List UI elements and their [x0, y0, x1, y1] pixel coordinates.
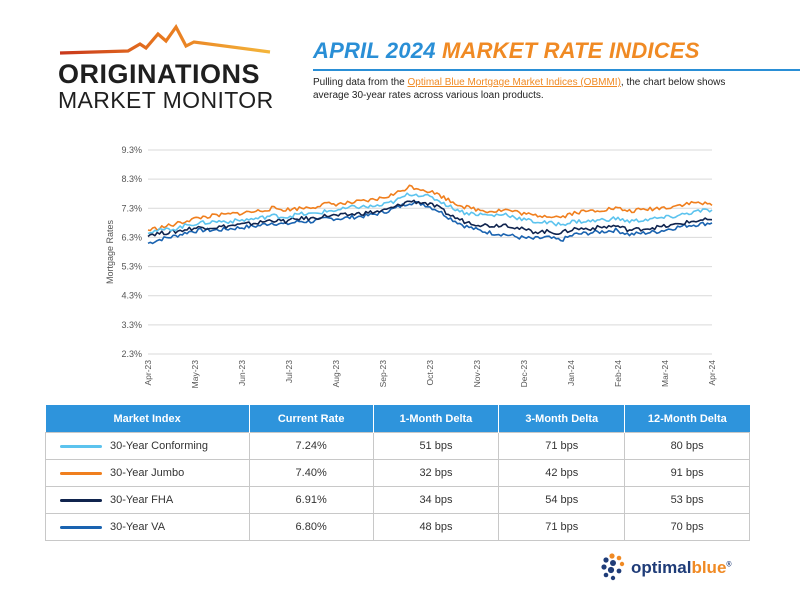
- index-name: 30-Year VA: [110, 521, 166, 533]
- header-current-rate: Current Rate: [249, 405, 374, 433]
- table-row: 30-Year Jumbo 7.40% 32 bps 42 bps 91 bps: [45, 459, 750, 487]
- optimal-blue-logo: optimalblue®: [598, 552, 758, 584]
- table-row: 30-Year FHA 6.91% 34 bps 54 bps 53 bps: [45, 486, 750, 514]
- header-1-month-delta: 1-Month Delta: [373, 405, 500, 433]
- y-tick-label: 9.3%: [121, 145, 142, 155]
- one-month-delta-cell: 34 bps: [372, 486, 500, 514]
- series-line-30-year-conforming: [147, 192, 713, 235]
- y-axis-label: Mortgage Rates: [105, 219, 115, 284]
- series-line-30-year-va: [147, 200, 713, 245]
- header-3-month-delta: 3-Month Delta: [498, 405, 626, 433]
- brand-registered-mark: ®: [726, 561, 732, 569]
- current-rate-cell: 7.24%: [248, 432, 374, 460]
- header-12-month-delta: 12-Month Delta: [624, 405, 750, 433]
- table-header-row: Market Index Current Rate 1-Month Delta …: [45, 405, 750, 433]
- legend-swatch-conforming: [60, 444, 102, 448]
- legend-swatch-fha: [60, 498, 102, 502]
- current-rate-cell: 6.91%: [248, 486, 374, 514]
- x-tick-label: Sep-23: [378, 360, 388, 388]
- legend-swatch-jumbo: [60, 471, 102, 475]
- twelve-month-delta-cell: 91 bps: [624, 459, 750, 487]
- x-tick-label: Oct-23: [425, 360, 435, 386]
- rate-table: Market Index Current Rate 1-Month Delta …: [45, 405, 750, 541]
- y-tick-label: 6.3%: [121, 232, 142, 242]
- y-tick-label: 3.3%: [121, 320, 142, 330]
- y-tick-label: 2.3%: [121, 349, 142, 359]
- one-month-delta-cell: 51 bps: [372, 432, 500, 460]
- x-tick-label: Mar-24: [660, 360, 670, 387]
- title-name: MARKET RATE INDICES: [441, 38, 700, 63]
- title-date: APRIL 2024: [313, 38, 436, 63]
- index-name: 30-Year Jumbo: [110, 467, 185, 479]
- current-rate-cell: 6.80%: [248, 513, 374, 541]
- logo-title-line2: MARKET MONITOR: [58, 87, 274, 113]
- legend-swatch-va: [60, 525, 102, 529]
- x-tick-label: Nov-23: [472, 360, 482, 388]
- x-tick-label: Jan-24: [566, 360, 576, 386]
- dots-icon: [601, 553, 625, 581]
- three-month-delta-cell: 42 bps: [498, 459, 626, 487]
- twelve-month-delta-cell: 53 bps: [624, 486, 750, 514]
- brand-name-part1: optimal: [631, 558, 692, 577]
- brand-name: optimalblue®: [631, 558, 732, 578]
- originations-logo: ORIGINATIONS MARKET MONITOR: [58, 24, 274, 113]
- rate-line-chart: 9.3% 8.3% 7.3% 6.3% 5.3% 4.3% 3.3% 2.3% Mortgage…: [105, 145, 717, 389]
- x-tick-label: Apr-23: [143, 360, 153, 386]
- series-line-30-year-fha: [147, 199, 713, 238]
- description-after: , the chart below shows average 30-year …: [313, 77, 726, 101]
- title-divider: [313, 69, 800, 71]
- three-month-delta-cell: 71 bps: [498, 513, 626, 541]
- x-tick-label: Jul-23: [284, 360, 294, 383]
- obmmi-link[interactable]: Optimal Blue Mortgage Market Indices (OB…: [407, 77, 621, 88]
- x-tick-label: Dec-23: [519, 360, 529, 388]
- three-month-delta-cell: 71 bps: [498, 432, 626, 460]
- y-tick-label: 8.3%: [121, 174, 142, 184]
- x-tick-label: Apr-24: [707, 360, 717, 386]
- index-cell: 30-Year FHA: [45, 486, 250, 514]
- page-title: APRIL 2024 MARKET RATE INDICES: [313, 38, 700, 64]
- one-month-delta-cell: 48 bps: [372, 513, 500, 541]
- y-tick-label: 4.3%: [121, 291, 142, 301]
- description: Pulling data from the Optimal Blue Mortg…: [313, 76, 733, 102]
- index-name: 30-Year Conforming: [110, 440, 209, 452]
- header-market-index: Market Index: [45, 405, 250, 433]
- index-cell: 30-Year Jumbo: [45, 459, 250, 487]
- current-rate-cell: 7.40%: [248, 459, 374, 487]
- x-tick-label: Aug-23: [331, 360, 341, 388]
- twelve-month-delta-cell: 70 bps: [624, 513, 750, 541]
- table-row: 30-Year Conforming 7.24% 51 bps 71 bps 8…: [45, 432, 750, 460]
- brand-name-part2: blue: [691, 558, 727, 577]
- three-month-delta-cell: 54 bps: [498, 486, 626, 514]
- x-tick-label: May-23: [190, 360, 200, 389]
- description-before: Pulling data from the: [313, 77, 408, 88]
- mountain-icon: [59, 24, 271, 55]
- table-row: 30-Year VA 6.80% 48 bps 71 bps 70 bps: [45, 513, 750, 541]
- x-tick-label: Jun-23: [237, 360, 247, 386]
- index-name: 30-Year FHA: [110, 494, 174, 506]
- one-month-delta-cell: 32 bps: [372, 459, 500, 487]
- logo-title-line1: ORIGINATIONS: [58, 59, 261, 89]
- x-tick-label: Feb-24: [613, 360, 623, 387]
- index-cell: 30-Year VA: [45, 513, 250, 541]
- y-tick-label: 5.3%: [121, 262, 142, 272]
- y-tick-label: 7.3%: [121, 203, 142, 213]
- index-cell: 30-Year Conforming: [45, 432, 250, 460]
- series-line-30-year-jumbo: [147, 184, 713, 232]
- twelve-month-delta-cell: 80 bps: [624, 432, 750, 460]
